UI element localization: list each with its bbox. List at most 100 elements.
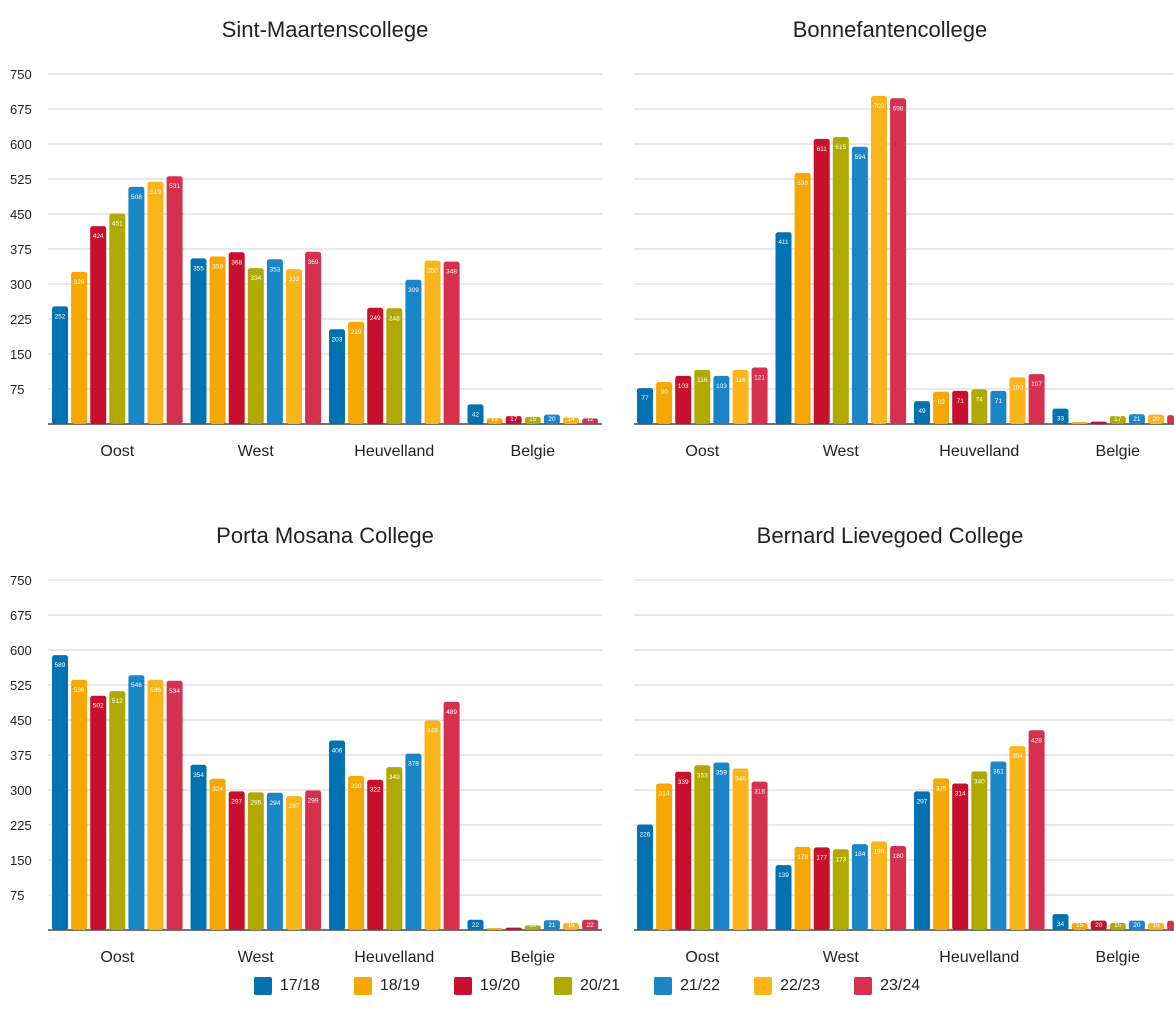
bar [914, 401, 930, 424]
data-label: 20 [1133, 922, 1141, 929]
bar [166, 680, 183, 930]
bar [1167, 920, 1174, 930]
bar [1071, 422, 1088, 424]
bar [247, 792, 264, 930]
x-tick-label: Heuvelland [354, 949, 434, 966]
data-label: 190 [874, 848, 885, 855]
legend-swatch [353, 977, 372, 995]
bar [286, 269, 302, 424]
y-tick-label: 75 [10, 382, 24, 397]
legend-row: 17/18 18/19 19/20 20/21 21/22 22/23 23/24 [0, 974, 1174, 998]
bar [582, 919, 599, 930]
legend-label: 20/21 [579, 977, 621, 994]
data-label: 294 [269, 800, 280, 807]
bar [329, 329, 345, 424]
bar [305, 790, 322, 930]
data-label: 512 [112, 698, 123, 705]
y-tick-label: 525 [10, 172, 32, 187]
data-label: 74 [976, 396, 984, 403]
data-label: 589 [55, 662, 66, 669]
bar [1028, 374, 1045, 424]
bar [694, 369, 711, 424]
data-label: 12 [586, 416, 594, 423]
legend-label: 19/20 [479, 977, 520, 994]
data-label: 42 [472, 411, 480, 418]
bar [813, 138, 830, 424]
bar [90, 226, 107, 424]
data-label: 100 [1012, 384, 1023, 391]
data-label: 378 [408, 761, 419, 768]
x-tick-label: Belgie [1096, 949, 1141, 966]
data-label: 340 [974, 778, 985, 785]
y-tick-label: 450 [10, 207, 32, 222]
chart-panel: Porta Mosana College75150225300375450525… [10, 523, 602, 966]
bar [90, 695, 107, 930]
bar [732, 369, 749, 424]
bar [675, 771, 692, 930]
bar [228, 791, 245, 930]
y-tick-label: 375 [10, 748, 32, 763]
data-label: 184 [854, 851, 865, 858]
data-label: 226 [640, 832, 651, 839]
bar [367, 779, 384, 930]
data-label: 203 [332, 336, 343, 343]
y-tick-label: 525 [10, 678, 32, 693]
data-label: 90 [660, 389, 668, 396]
bar [933, 778, 950, 930]
data-label: 295 [250, 799, 261, 806]
bar [675, 375, 692, 424]
bar [890, 98, 907, 425]
bar [386, 308, 403, 424]
bar [713, 375, 730, 424]
bar [266, 259, 283, 424]
bar [1052, 408, 1069, 424]
x-tick-label: West [238, 443, 275, 460]
bar [952, 783, 969, 930]
legend-item: 21/22 [654, 977, 720, 995]
legend-swatch [453, 977, 472, 995]
data-label: 4 [1078, 416, 1082, 423]
data-label: 359 [212, 263, 223, 270]
data-label: 12 [491, 416, 499, 423]
data-label: 5 [1097, 416, 1101, 423]
y-tick-label: 450 [10, 713, 32, 728]
y-tick-label: 750 [10, 67, 32, 82]
data-label: 116 [697, 377, 708, 384]
x-tick-label: Belgie [1096, 443, 1141, 460]
y-tick-label: 75 [10, 888, 24, 903]
bar [794, 172, 811, 424]
bar [467, 404, 484, 424]
x-tick-label: West [238, 949, 275, 966]
data-label: 107 [1031, 381, 1042, 388]
data-label: 698 [893, 105, 904, 112]
chart-title: Porta Mosana College [216, 523, 434, 548]
data-label: 318 [754, 789, 765, 796]
data-label: 178 [797, 854, 808, 861]
legend-swatch [253, 977, 272, 995]
bar [751, 781, 768, 930]
bar [1052, 914, 1069, 930]
bar [990, 390, 1007, 424]
data-label: 359 [716, 769, 727, 776]
legend-label: 17/18 [279, 977, 320, 994]
legend-item: 20/21 [553, 977, 621, 995]
bar [582, 418, 599, 424]
bar [486, 418, 503, 424]
data-label: 21 [1133, 416, 1141, 423]
data-label: 355 [193, 265, 204, 272]
data-label: 297 [231, 798, 242, 805]
bar [851, 146, 868, 425]
legend-label: 21/22 [680, 977, 721, 994]
chart-panel: Bernard Lievegoed College 226 314 339 353 359… [634, 523, 1174, 966]
x-tick-label: Heuvelland [939, 949, 1019, 966]
bar [524, 417, 541, 424]
bar [386, 767, 403, 930]
bar [305, 251, 322, 424]
data-label: 508 [131, 194, 142, 201]
data-label: 536 [150, 687, 161, 694]
data-label: 536 [74, 687, 85, 694]
bar [1090, 421, 1107, 424]
data-label: 49 [918, 408, 926, 415]
bar [1009, 746, 1026, 930]
bar [914, 791, 930, 930]
